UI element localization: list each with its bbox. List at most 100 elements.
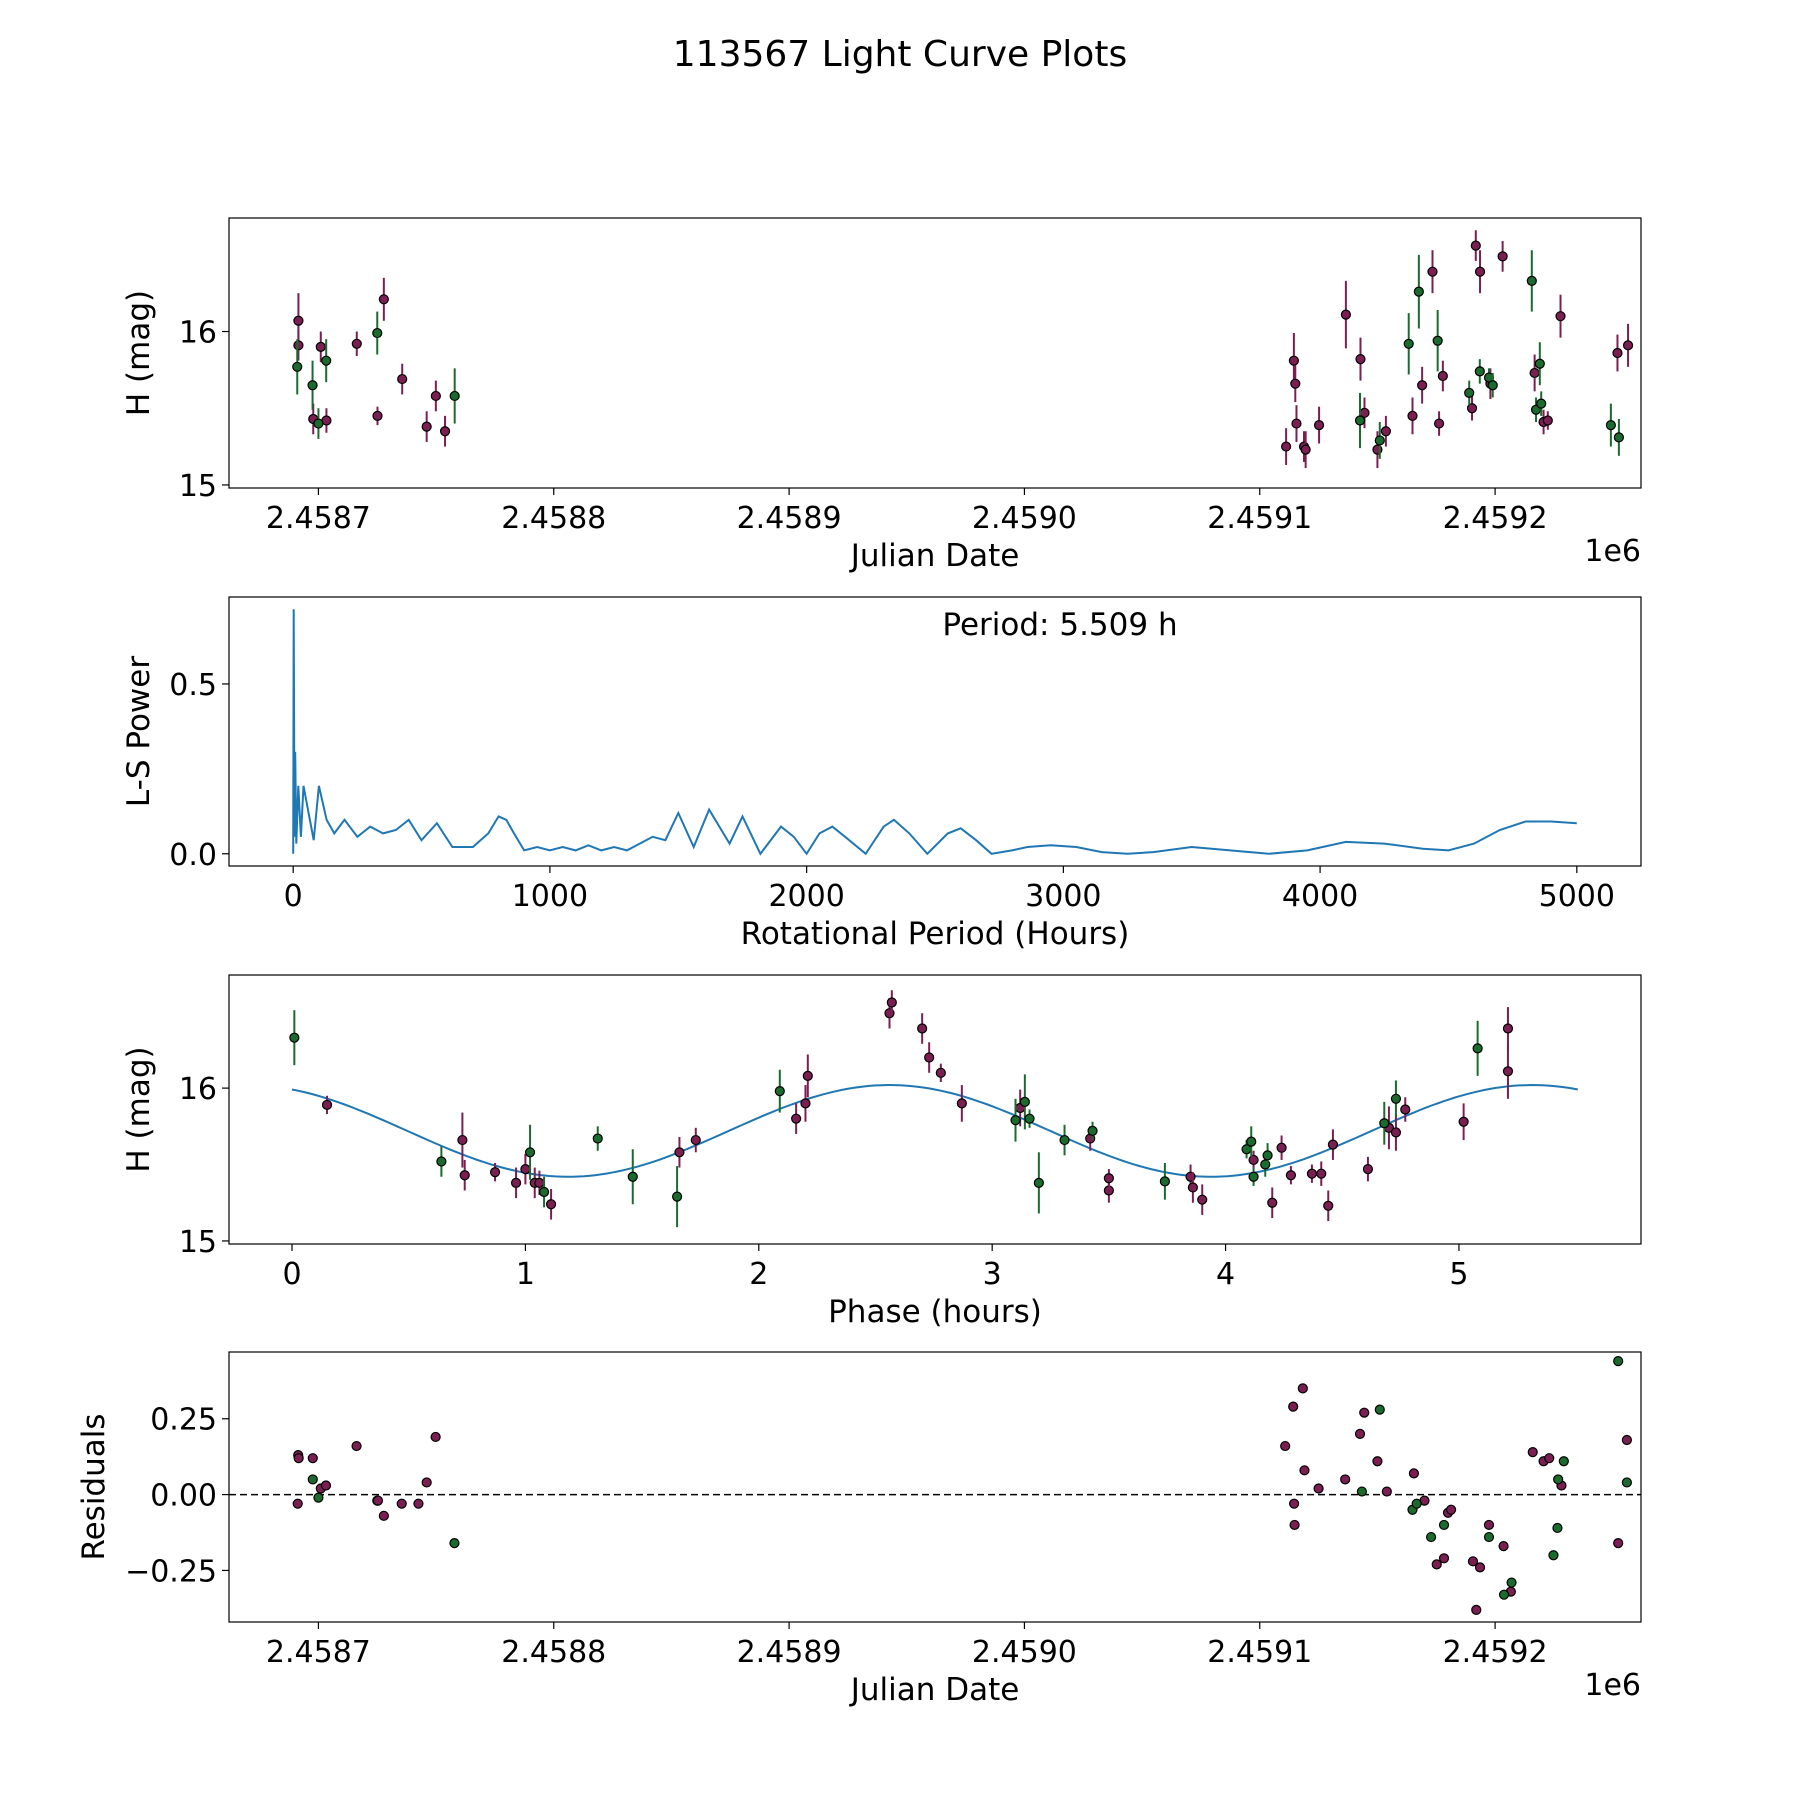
residuals-data-point — [1289, 1498, 1300, 1509]
residuals-data-point — [1438, 1519, 1450, 1531]
residuals-data-point — [1552, 1522, 1563, 1534]
residuals-data-point — [1506, 1577, 1517, 1588]
residuals-data-point — [313, 1492, 324, 1503]
phase-data-point — [674, 1147, 685, 1158]
light-curve-data-point — [1288, 355, 1299, 366]
phase-data-point — [457, 1134, 468, 1146]
phase-data-point — [1390, 1127, 1402, 1138]
light-curve-data-point — [372, 410, 383, 421]
residuals-data-point — [449, 1538, 460, 1549]
residuals-xtick-label: 2.4592 — [1443, 1635, 1548, 1670]
light-curve-data-point — [1290, 378, 1301, 389]
phase-model-curve — [291, 1083, 1578, 1178]
residuals-data-point — [1280, 1440, 1291, 1452]
periodogram-ytick-label: 0.5 — [169, 668, 217, 703]
residuals-data-point — [1621, 1434, 1632, 1446]
light-curve-data-point — [372, 327, 383, 339]
residuals-data-point — [1425, 1531, 1437, 1543]
light-curve-data-point — [1354, 415, 1366, 426]
light-curve-data-point — [1622, 340, 1634, 351]
residuals-data-point — [292, 1498, 303, 1509]
phase-xlabel: Phase (hours) — [828, 1294, 1042, 1330]
phase-data-point — [1316, 1168, 1327, 1179]
residuals-x-offset-label: 1e6 — [1584, 1668, 1641, 1703]
phase-data-point — [1262, 1150, 1273, 1161]
light-curve-xtick-label: 2.4591 — [1207, 501, 1312, 536]
light-curve-data-point — [430, 390, 441, 402]
residuals-data-point — [378, 1510, 389, 1521]
light-curve-data-point — [1340, 309, 1351, 320]
phase-data-point — [321, 1099, 333, 1111]
phase-ylabel: H (mag) — [121, 1046, 157, 1172]
residuals-data-point — [1354, 1428, 1366, 1440]
light-curve-data-point — [449, 390, 460, 402]
residuals-data-point — [1544, 1453, 1555, 1464]
phase-axes-frame — [228, 974, 1642, 1245]
residuals-data-point — [307, 1474, 318, 1485]
phase-data-point — [791, 1113, 802, 1124]
light-curve-data-point — [1612, 347, 1623, 359]
phase-data-point — [917, 1023, 928, 1034]
figure-title: 113567 Light Curve Plots — [673, 34, 1127, 75]
periodogram-xtick-label: 5000 — [1539, 879, 1615, 914]
phase-data-point — [1187, 1182, 1198, 1193]
light-curve-data-point — [421, 421, 432, 432]
light-curve-data-point — [1413, 286, 1424, 297]
phase-data-point — [534, 1177, 545, 1188]
light-curve-data-point — [1427, 266, 1438, 277]
light-curve-data-point — [1542, 415, 1553, 426]
phase-data-point — [1024, 1113, 1035, 1124]
light-curve-data-point — [1464, 387, 1475, 398]
light-curve-data-point — [321, 355, 332, 366]
residuals-data-point — [1431, 1559, 1442, 1570]
residuals-data-point — [1288, 1401, 1299, 1412]
phase-data-point — [545, 1199, 557, 1210]
light-curve-data-point — [1474, 266, 1486, 277]
phase-data-point — [1033, 1177, 1044, 1188]
light-curve-xtick-label: 2.4592 — [1443, 501, 1548, 536]
residuals-data-point — [430, 1431, 441, 1443]
phase-data-point — [924, 1052, 935, 1063]
light-curve-data-point — [1529, 367, 1540, 379]
residuals-data-point — [1445, 1504, 1457, 1515]
light-curve-xtick-label: 2.4588 — [501, 501, 606, 536]
phase-data-point — [1010, 1115, 1021, 1126]
periodogram-xlabel: Rotational Period (Hours) — [741, 916, 1130, 952]
phase-data-point — [1390, 1093, 1402, 1104]
light-curve-data-point — [292, 361, 303, 372]
residuals-data-point — [1372, 1456, 1383, 1467]
residuals-xlabel: Julian Date — [849, 1672, 1020, 1708]
residuals-data-point — [1553, 1474, 1564, 1485]
light-curve-data-point — [1487, 380, 1498, 391]
light-curve-data-point — [293, 315, 304, 326]
residuals-data-point — [1498, 1541, 1509, 1552]
phase-data-point — [1502, 1066, 1514, 1077]
phase-data-point — [1379, 1118, 1390, 1129]
residuals-data-point — [1613, 1356, 1624, 1367]
periodogram-xtick-label: 3000 — [1025, 879, 1101, 914]
phase-data-point — [524, 1147, 536, 1158]
light-curve-data-point — [1613, 432, 1624, 443]
light-curve-data-point — [1380, 426, 1391, 437]
residuals-data-point — [1408, 1468, 1420, 1479]
residuals-ytick-label: 0.00 — [150, 1479, 217, 1514]
periodogram-xtick-label: 2000 — [768, 879, 844, 914]
residuals-data-point — [1498, 1589, 1510, 1600]
residuals-data-point — [293, 1453, 304, 1464]
phase-data-point — [690, 1134, 701, 1146]
periodogram-ytick-label: 0.0 — [169, 838, 217, 873]
periodogram-xtick-label: 0 — [284, 879, 303, 914]
light-curve-ylabel: H (mag) — [121, 290, 157, 416]
phase-data-point — [436, 1156, 447, 1167]
light-curve-data-point — [307, 380, 318, 391]
residuals-data-point — [1558, 1456, 1569, 1467]
light-curve-ytick-label: 15 — [179, 469, 217, 504]
residuals-data-point — [1474, 1562, 1486, 1573]
light-curve-data-point — [1432, 335, 1443, 346]
phase-data-point — [510, 1177, 522, 1188]
residuals-data-point — [1438, 1553, 1450, 1564]
phase-data-point — [1458, 1116, 1469, 1127]
light-curve-ytick-label: 16 — [179, 316, 217, 351]
phase-xtick-label: 4 — [1216, 1257, 1235, 1292]
light-curve-data-point — [293, 340, 304, 351]
